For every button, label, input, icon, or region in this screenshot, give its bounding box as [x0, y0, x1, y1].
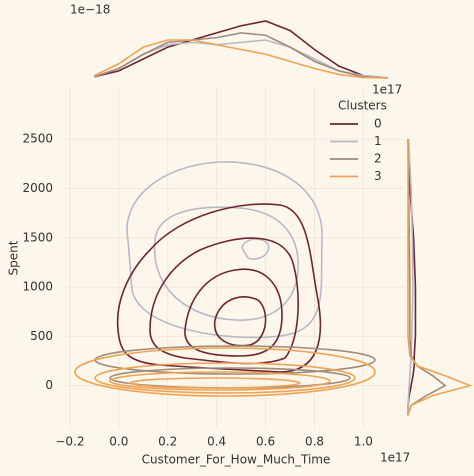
x-axis-label: Customer_For_How_Much_Time: [142, 453, 331, 467]
legend-label: 1: [374, 134, 382, 148]
x-tick-label: 0.8: [305, 435, 324, 449]
contours: [74, 161, 376, 397]
y-tick-label: 2000: [22, 181, 53, 195]
y-tick-label: 1000: [22, 280, 53, 294]
y-tick-label: 500: [30, 329, 53, 343]
contour: [116, 203, 322, 373]
contour: [184, 268, 283, 357]
y-tick-label: 0: [45, 378, 53, 392]
top-density-line: [94, 32, 388, 79]
x-tick-label: 1.0: [354, 435, 373, 449]
legend-label: 2: [374, 152, 382, 166]
x-tick-label: −0.2: [55, 435, 84, 449]
contour: [109, 371, 331, 391]
legend-title: Clusters: [338, 99, 387, 113]
contour: [126, 161, 323, 339]
top-marginal-offset: 1e−18: [70, 3, 110, 17]
contour: [129, 377, 301, 389]
contour: [149, 237, 299, 365]
x-offset-label: 1e17: [380, 451, 410, 465]
contour: [241, 238, 270, 260]
top-marginal-x-offset: 1e17: [372, 83, 402, 97]
contour: [74, 347, 376, 397]
x-tick-label: 0.0: [109, 435, 128, 449]
contour: [94, 362, 356, 394]
x-tick-label: 0.2: [158, 435, 177, 449]
x-tick-label: 0.4: [207, 435, 226, 449]
y-axis-label: Spent: [7, 240, 21, 275]
top-density-line: [94, 20, 388, 79]
contour: [153, 206, 299, 321]
right-density-line: [407, 139, 414, 416]
contour: [214, 296, 267, 347]
y-tick-label: 2500: [22, 132, 53, 146]
y-tick-label: 1500: [22, 230, 53, 244]
x-tick-label: 0.6: [256, 435, 275, 449]
right-density-line: [407, 139, 473, 416]
legend-label: 3: [374, 169, 382, 183]
top-density-line: [94, 39, 388, 79]
legend-label: 0: [374, 117, 382, 131]
